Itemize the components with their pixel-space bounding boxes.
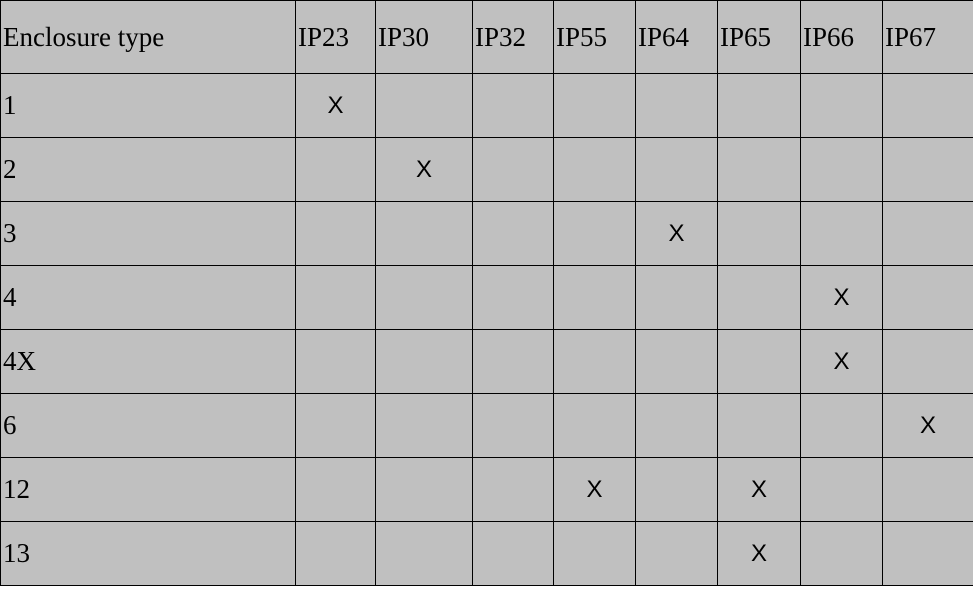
cell: X [717,521,801,586]
table-row: 13 X [0,521,973,586]
cell [635,137,718,202]
cell: X [295,73,376,138]
cell [882,73,973,138]
cell [635,265,718,330]
cell [375,457,473,522]
cell [717,73,801,138]
cell [635,521,718,586]
cell [800,201,883,266]
cell [800,393,883,458]
header-cell: IP67 [882,0,973,74]
table-row: 4X X [0,329,973,394]
cell: X [553,457,636,522]
cell [295,393,376,458]
cell [375,329,473,394]
cell [553,521,636,586]
cell [882,137,973,202]
cell [882,521,973,586]
cell [553,393,636,458]
cell [717,393,801,458]
cell [882,329,973,394]
row-label: 4 [0,265,296,330]
cell [717,329,801,394]
header-cell: IP55 [553,0,636,74]
cell [375,201,473,266]
cell [472,393,554,458]
cell [472,201,554,266]
header-cell: IP30 [375,0,473,74]
cell [472,73,554,138]
cell [635,329,718,394]
header-cell: Enclosure type [0,0,296,74]
cell [800,521,883,586]
header-cell: IP66 [800,0,883,74]
cell [800,457,883,522]
cell [295,329,376,394]
cell [472,265,554,330]
cell [375,73,473,138]
row-label: 1 [0,73,296,138]
table-body: Enclosure type IP23 IP30 IP32 IP55 IP64 IP65 IP… [0,0,973,586]
row-label: 12 [0,457,296,522]
cell [295,265,376,330]
cell [717,201,801,266]
row-label: 13 [0,521,296,586]
cell [295,457,376,522]
cell [553,329,636,394]
cell: X [800,265,883,330]
cell [375,265,473,330]
header-cell: IP65 [717,0,801,74]
cell [295,521,376,586]
cell [882,457,973,522]
enclosure-table: Enclosure type IP23 IP30 IP32 IP55 IP64 IP65 IP… [0,0,973,586]
cell [882,265,973,330]
cell [800,73,883,138]
cell [800,137,883,202]
cell [553,265,636,330]
cell: X [375,137,473,202]
cell [472,329,554,394]
cell [717,137,801,202]
cell [717,265,801,330]
row-label: 6 [0,393,296,458]
cell [375,393,473,458]
row-label: 4X [0,329,296,394]
table-row: 12 X X [0,457,973,522]
cell [553,73,636,138]
cell: X [717,457,801,522]
header-cell: IP23 [295,0,376,74]
row-label: 2 [0,137,296,202]
cell [472,137,554,202]
cell [635,457,718,522]
cell [635,73,718,138]
header-row: Enclosure type IP23 IP30 IP32 IP55 IP64 IP65 IP… [0,0,973,74]
cell [295,201,376,266]
header-cell: IP64 [635,0,718,74]
cell [472,521,554,586]
row-label: 3 [0,201,296,266]
cell [882,201,973,266]
cell [375,521,473,586]
cell [635,393,718,458]
cell: X [800,329,883,394]
cell [295,137,376,202]
cell [553,137,636,202]
cell: X [635,201,718,266]
cell [472,457,554,522]
cell: X [882,393,973,458]
header-cell: IP32 [472,0,554,74]
cell [553,201,636,266]
